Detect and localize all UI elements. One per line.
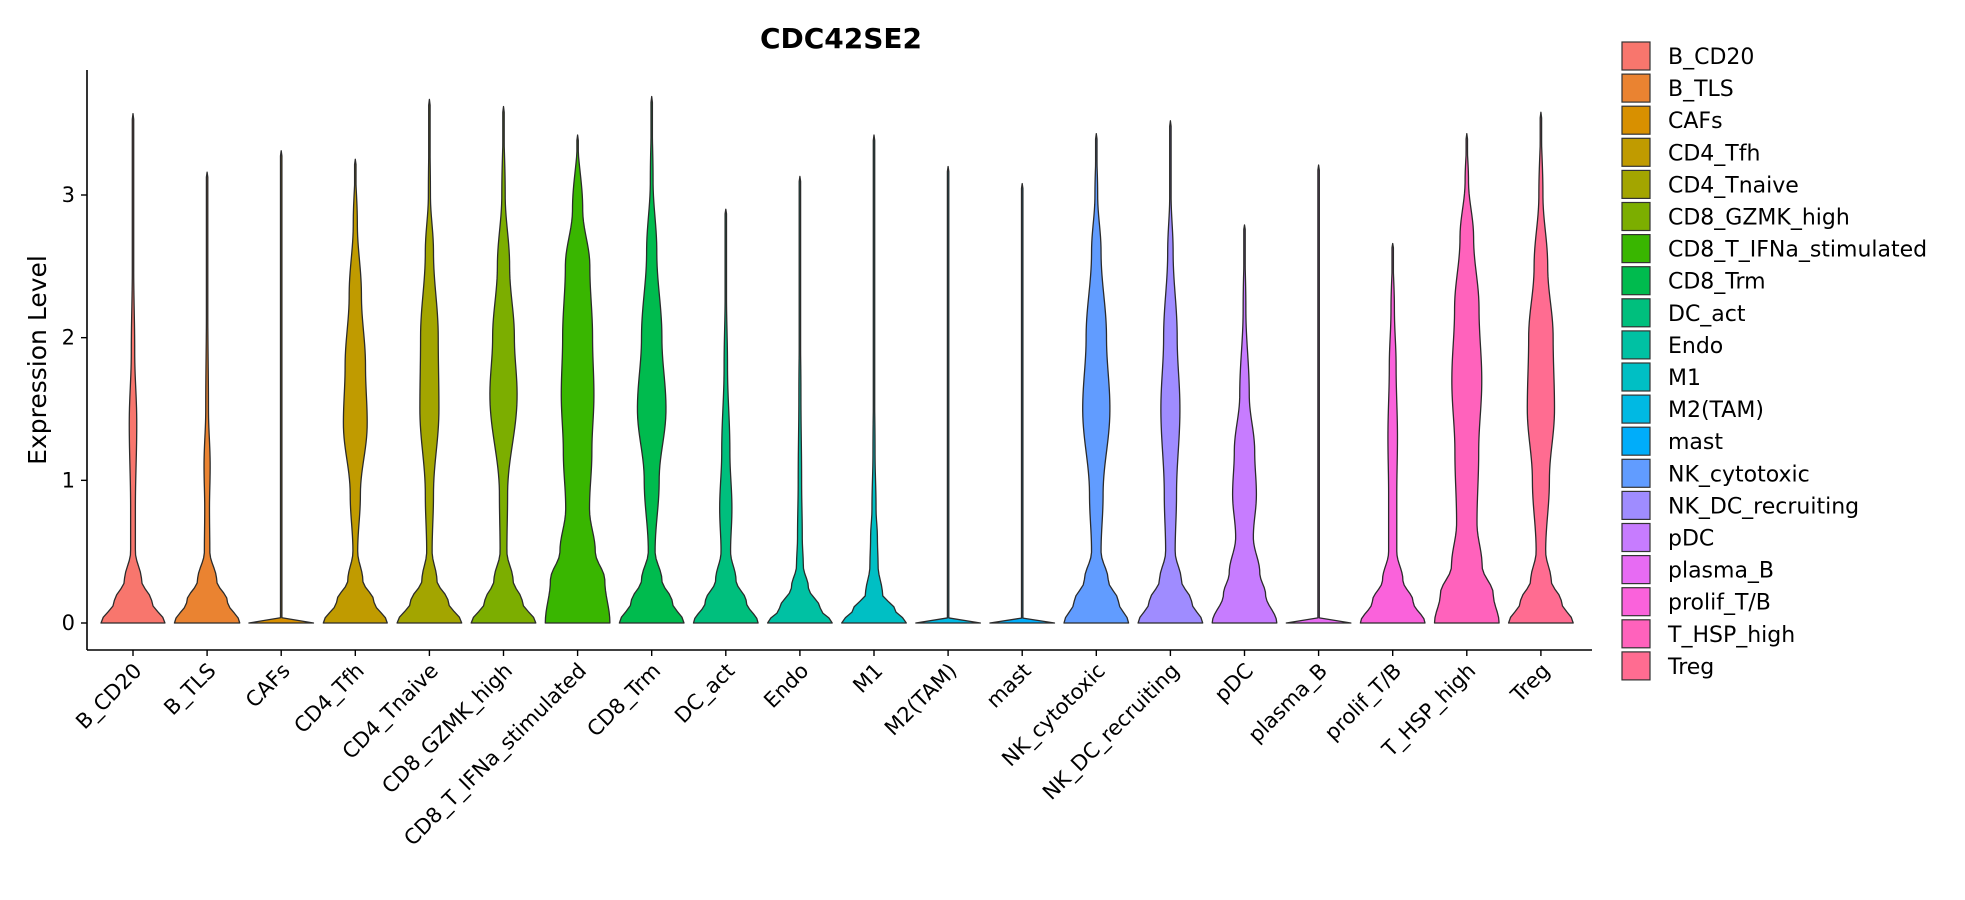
legend-swatch-Endo [1621,330,1651,360]
legend-swatch-CD4_Tnaive [1621,169,1651,199]
legend-label: CD8_T_IFNa_stimulated [1668,238,1927,263]
x-tick-label: B_TLS [159,659,221,721]
violin-NK_DC_recruiting [1137,120,1204,624]
legend-swatch-CD8_Trm [1621,266,1651,296]
legend-swatch-CD8_GZMK_high [1621,201,1651,232]
violins [100,95,1574,624]
legend-label: M1 [1668,366,1701,391]
violin-CD8_GZMK_high [470,105,537,624]
violin-T_HSP_high [1433,133,1500,624]
y-tick-label: 1 [62,468,75,492]
legend-swatch-B_CD20 [1621,41,1651,71]
violin-plasma_B [1285,164,1352,624]
y-axis-title: Expression Level [23,255,52,465]
legend-label: CD8_GZMK_high [1668,206,1850,231]
violin-pDC [1211,224,1278,624]
x-tick-label: pDC [1210,659,1258,707]
legend: B_CD20 B_TLS CAFs CD4_Tfh CD4_Tnaive CD8_GZMK… [1621,41,1927,681]
legend-swatch-CD8_T_IFNa_stimulated [1621,234,1651,264]
legend-swatch-plasma_B [1621,554,1651,585]
x-tick-label: Treg [1506,659,1555,708]
legend-label: DC_act [1668,302,1746,327]
violin-CD4_Tfh [322,158,388,624]
legend-swatch-pDC [1621,522,1651,553]
x-tick-label: B_CD20 [71,659,147,735]
x-tick-label: CAFs [241,659,295,713]
legend-label: Endo [1668,334,1723,359]
x-tick-label: Endo [759,659,813,713]
violin-CD4_Tnaive [396,98,463,624]
legend-swatch-DC_act [1621,298,1651,328]
y-tick-label: 0 [62,611,75,635]
x-tick-label: M2(TAM) [880,659,962,741]
chart-title: CDC42SE2 [760,22,922,55]
violin-M2(TAM) [915,165,982,624]
legend-swatch-Treg [1621,651,1651,681]
x-tick-label: mast [982,659,1036,713]
y-tick-label: 3 [62,183,75,207]
legend-label: CD8_Trm [1668,270,1766,295]
legend-label: CD4_Tfh [1668,141,1760,166]
violin-M1 [841,134,907,624]
legend-label: NK_cytotoxic [1668,462,1810,487]
violin-B_TLS [173,171,241,624]
legend-swatch-B_TLS [1621,73,1651,103]
violin-CD8_T_IFNa_stimulated [544,134,611,624]
x-tick-label: NK_DC_recruiting [1038,659,1185,806]
legend-label: NK_DC_recruiting [1668,494,1859,519]
x-tick-label: M1 [848,659,887,698]
legend-label: B_TLS [1668,77,1734,102]
violin-mast [989,182,1056,624]
legend-label: M2(TAM) [1668,398,1764,423]
legend-swatch-M2(TAM) [1621,394,1651,424]
legend-label: plasma_B [1668,559,1774,584]
violin-prolif_T/B [1359,242,1426,624]
x-tick-label: DC_act [670,659,740,729]
x-tick-label: CD8_GZMK_high [377,659,517,799]
legend-swatch-M1 [1621,362,1651,392]
legend-swatch-prolif_T/B [1621,587,1651,617]
legend-label: T_HSP_high [1667,623,1795,648]
violin-Endo [766,175,833,624]
violin-NK_cytotoxic [1063,133,1130,624]
x-tick-label: CD8_Trm [582,659,666,743]
legend-label: CAFs [1668,109,1723,134]
violin-CD8_Trm [618,95,685,624]
legend-swatch-NK_cytotoxic [1621,458,1651,488]
y-ticks: 0 1 2 3 [62,183,87,635]
x-ticks: B_CD20 B_TLS CAFsCD4_TfhCD4_TnaiveCD8_GZMK… [71,650,1554,851]
legend-label: CD4_Tnaive [1668,173,1799,198]
legend-swatch-CD4_Tfh [1621,137,1651,167]
legend-swatch-NK_DC_recruiting [1621,490,1651,520]
legend-label: mast [1668,430,1723,455]
violin-CAFs [248,150,315,624]
legend-swatch-mast [1621,426,1651,456]
legend-swatch-T_HSP_high [1621,619,1651,649]
legend-label: Treg [1667,655,1714,680]
violin-B_CD20 [100,113,166,624]
legend-label: pDC [1668,527,1714,552]
legend-label: B_CD20 [1668,45,1754,70]
y-tick-label: 2 [62,326,75,350]
violin-Treg [1507,111,1574,624]
violin-DC_act [692,208,759,624]
x-tick-label: plasma_B [1244,659,1333,748]
legend-label: prolif_T/B [1668,591,1771,616]
legend-swatch-CAFs [1621,105,1651,135]
